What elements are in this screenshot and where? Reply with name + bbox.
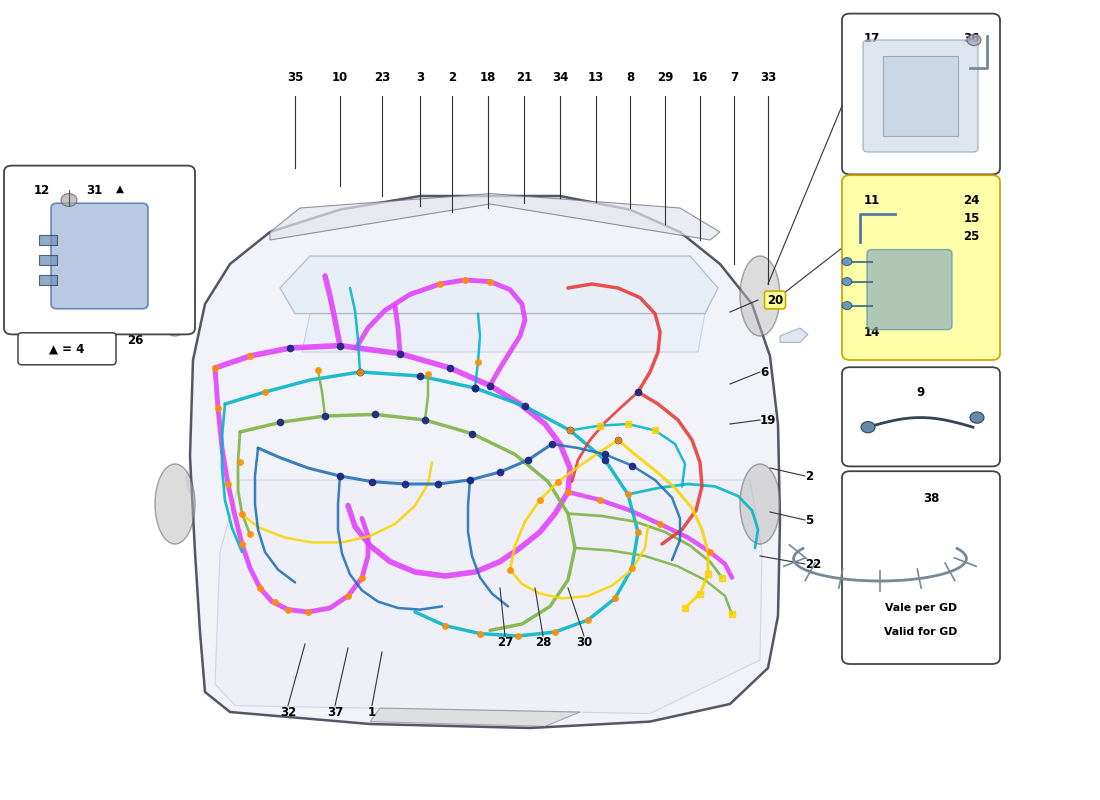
Text: 14: 14: [864, 326, 880, 339]
FancyBboxPatch shape: [842, 367, 1000, 466]
Text: 19: 19: [760, 414, 777, 426]
Text: 21: 21: [516, 71, 532, 84]
Text: 38: 38: [923, 492, 939, 505]
Circle shape: [842, 258, 852, 266]
Text: 8: 8: [626, 71, 634, 84]
Text: 2: 2: [448, 71, 456, 84]
FancyBboxPatch shape: [867, 250, 952, 330]
FancyBboxPatch shape: [842, 471, 1000, 664]
Text: ▲: ▲: [116, 184, 124, 194]
Circle shape: [60, 194, 77, 206]
Polygon shape: [780, 328, 808, 342]
Text: 1: 1: [367, 706, 376, 718]
Text: epc.parts: epc.parts: [182, 441, 610, 519]
Text: 23: 23: [374, 71, 390, 84]
Polygon shape: [370, 708, 580, 726]
Text: 29: 29: [657, 71, 673, 84]
Text: 17: 17: [864, 32, 880, 45]
Text: 6: 6: [760, 366, 768, 378]
Text: ▲ = 4: ▲ = 4: [50, 342, 85, 355]
Ellipse shape: [155, 256, 195, 336]
Text: 16: 16: [692, 71, 708, 84]
Polygon shape: [280, 256, 718, 314]
Circle shape: [967, 34, 981, 46]
Ellipse shape: [740, 256, 780, 336]
FancyBboxPatch shape: [4, 166, 195, 334]
Text: 22: 22: [805, 558, 822, 570]
FancyBboxPatch shape: [51, 203, 148, 309]
Text: 37: 37: [327, 706, 343, 718]
FancyBboxPatch shape: [864, 40, 978, 152]
Text: 33: 33: [760, 71, 777, 84]
Text: 30: 30: [576, 636, 592, 649]
Text: 24: 24: [964, 194, 980, 206]
FancyBboxPatch shape: [842, 175, 1000, 360]
Circle shape: [842, 278, 852, 286]
Text: 12: 12: [34, 184, 51, 197]
Text: 10: 10: [332, 71, 348, 84]
Bar: [39, 255, 57, 265]
Text: 32: 32: [279, 706, 296, 718]
Polygon shape: [302, 314, 705, 352]
FancyBboxPatch shape: [18, 333, 116, 365]
Polygon shape: [270, 194, 720, 240]
Text: Valid for GD: Valid for GD: [884, 627, 958, 637]
Polygon shape: [190, 196, 780, 728]
Circle shape: [842, 302, 852, 310]
Text: 26: 26: [126, 334, 143, 346]
Text: 31: 31: [86, 184, 102, 197]
Text: 5: 5: [805, 514, 813, 526]
Text: ▲: ▲: [85, 314, 95, 326]
Text: 25: 25: [964, 230, 980, 243]
Text: 34: 34: [552, 71, 569, 84]
Text: 9: 9: [917, 386, 925, 398]
Polygon shape: [214, 480, 762, 714]
Bar: [39, 275, 57, 285]
Text: 13: 13: [587, 71, 604, 84]
Text: 35: 35: [287, 71, 304, 84]
Text: 27: 27: [497, 636, 513, 649]
Text: 18: 18: [480, 71, 496, 84]
Ellipse shape: [740, 464, 780, 544]
Ellipse shape: [155, 464, 195, 544]
Text: 28: 28: [535, 636, 551, 649]
Text: 3: 3: [416, 71, 425, 84]
Text: 36: 36: [964, 32, 980, 45]
Text: 7: 7: [730, 71, 738, 84]
Circle shape: [970, 412, 985, 423]
Text: 2: 2: [805, 470, 813, 482]
Text: Vale per GD: Vale per GD: [884, 603, 957, 613]
Circle shape: [861, 422, 875, 433]
Bar: [39, 235, 57, 245]
FancyBboxPatch shape: [842, 14, 1000, 174]
Text: 20: 20: [767, 294, 783, 306]
Text: 11: 11: [864, 194, 880, 206]
Text: 15: 15: [964, 212, 980, 225]
Bar: [883, 56, 958, 136]
